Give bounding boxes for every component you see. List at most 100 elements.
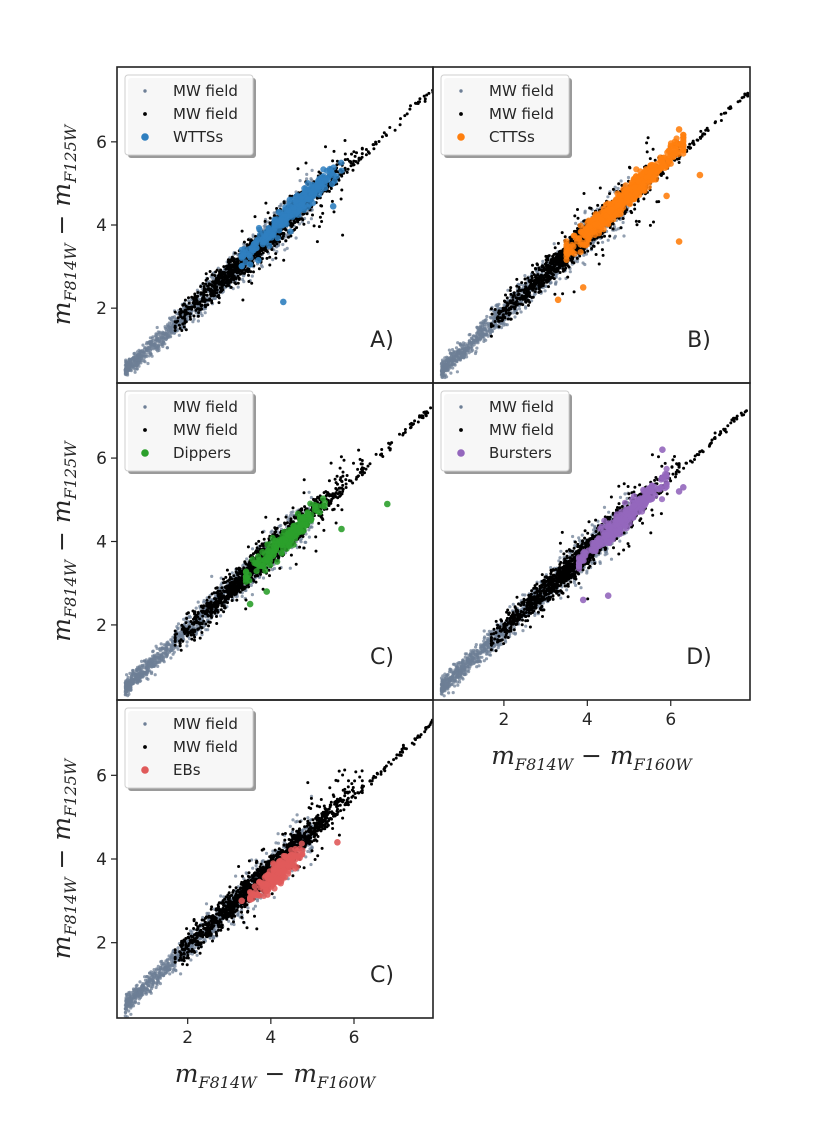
point-mw-field-black	[208, 297, 212, 301]
point-mw-field-black	[340, 188, 344, 192]
y-tick-label: 4	[96, 216, 107, 236]
point-mw-field-black	[213, 274, 217, 277]
point-mw-field-grey	[494, 312, 498, 316]
point-mw-field-black	[586, 249, 590, 253]
point-mw-field-black	[236, 262, 240, 266]
point-mw-field-grey	[446, 364, 450, 368]
point-mw-field-black	[572, 229, 576, 233]
point-wttss	[274, 235, 281, 242]
point-mw-field-grey	[519, 310, 523, 314]
point-mw-field-grey	[165, 332, 169, 336]
point-mw-field-black	[572, 261, 576, 265]
point-mw-field-grey	[460, 353, 464, 357]
point-mw-field-black	[212, 280, 216, 284]
point-mw-field-black	[496, 316, 500, 320]
point-mw-field-grey	[298, 179, 302, 183]
point-mw-field-black	[537, 268, 541, 272]
point-mw-field-grey	[135, 350, 139, 354]
legend-marker	[143, 89, 147, 93]
point-mw-field-grey	[306, 220, 311, 225]
point-mw-field-black	[503, 316, 507, 320]
point-mw-field-grey	[456, 341, 460, 345]
point-mw-field-grey	[475, 337, 479, 341]
point-mw-field-black	[592, 244, 596, 248]
point-mw-field-grey	[458, 342, 462, 346]
point-mw-field-black	[284, 239, 288, 243]
point-mw-field-grey	[447, 348, 451, 352]
point-mw-field-black	[234, 277, 238, 281]
point-mw-field-grey	[511, 311, 515, 315]
point-mw-field-black	[200, 303, 204, 307]
point-mw-field-black	[367, 151, 371, 155]
point-mw-field-black	[320, 220, 324, 223]
point-mw-field-grey	[139, 361, 143, 365]
point-mw-field-black	[371, 143, 375, 147]
point-mw-field-black	[409, 104, 412, 108]
point-mw-field-grey	[459, 356, 463, 360]
point-wttss	[297, 194, 305, 202]
point-mw-field-black	[246, 238, 250, 242]
point-mw-field-black	[542, 278, 546, 282]
point-mw-field-black	[176, 319, 180, 323]
point-mw-field-grey	[163, 325, 167, 329]
point-mw-field-grey	[626, 175, 631, 180]
point-mw-field-black	[296, 167, 300, 171]
plot-area	[439, 91, 750, 380]
point-mw-field-black	[173, 320, 177, 324]
point-mw-field-black	[416, 102, 420, 105]
point-mw-field-grey	[457, 351, 461, 355]
point-mw-field-black	[282, 258, 286, 262]
point-mw-field-black	[215, 291, 219, 295]
point-mw-field-black	[193, 305, 196, 309]
point-mw-field-grey	[176, 328, 180, 332]
point-mw-field-black	[531, 263, 534, 267]
point-mw-field-grey	[616, 227, 621, 231]
point-mw-field-grey	[554, 273, 558, 277]
point-mw-field-black	[232, 257, 236, 261]
point-wttss	[253, 245, 260, 252]
point-wttss	[296, 206, 303, 214]
point-mw-field-grey	[192, 317, 196, 321]
point-mw-field-black	[188, 312, 192, 316]
point-mw-field-black	[493, 308, 497, 311]
point-mw-field-black	[264, 201, 268, 205]
point-mw-field-black	[541, 264, 544, 268]
point-mw-field-grey	[583, 209, 587, 213]
point-mw-field-black	[301, 218, 305, 222]
point-mw-field-black	[180, 329, 184, 332]
point-mw-field-black	[388, 126, 392, 129]
point-mw-field-grey	[141, 343, 145, 347]
point-mw-field-grey	[159, 338, 164, 342]
point-mw-field-black	[246, 268, 250, 271]
point-mw-field-grey	[142, 356, 146, 360]
point-mw-field-grey	[191, 320, 195, 324]
point-mw-field-grey	[165, 346, 170, 350]
point-mw-field-black	[201, 296, 205, 300]
point-mw-field-grey	[535, 269, 539, 273]
point-mw-field-black	[633, 203, 637, 207]
point-mw-field-grey	[497, 302, 501, 306]
point-mw-field-grey	[467, 351, 471, 355]
point-mw-field-grey	[172, 322, 176, 326]
point-mw-field-black	[377, 140, 381, 143]
point-wttss	[292, 198, 299, 205]
point-mw-field-black	[220, 273, 224, 277]
point-mw-field-black	[201, 299, 205, 303]
point-mw-field-grey	[281, 242, 285, 247]
point-mw-field-black	[184, 304, 188, 308]
point-mw-field-black	[205, 293, 209, 297]
point-mw-field-black	[563, 268, 567, 272]
point-mw-field-black	[355, 151, 358, 155]
point-mw-field-grey	[162, 336, 166, 341]
point-wttss	[304, 196, 311, 203]
point-mw-field-black	[511, 305, 515, 309]
point-mw-field-black	[266, 211, 270, 215]
point-wttss	[298, 201, 305, 208]
point-mw-field-black	[653, 158, 657, 162]
point-mw-field-black	[329, 187, 333, 190]
point-mw-field-black	[534, 267, 538, 271]
point-mw-field-black	[293, 221, 297, 224]
point-mw-field-grey	[442, 360, 446, 364]
point-mw-field-grey	[451, 366, 455, 370]
point-mw-field-black	[552, 277, 556, 281]
